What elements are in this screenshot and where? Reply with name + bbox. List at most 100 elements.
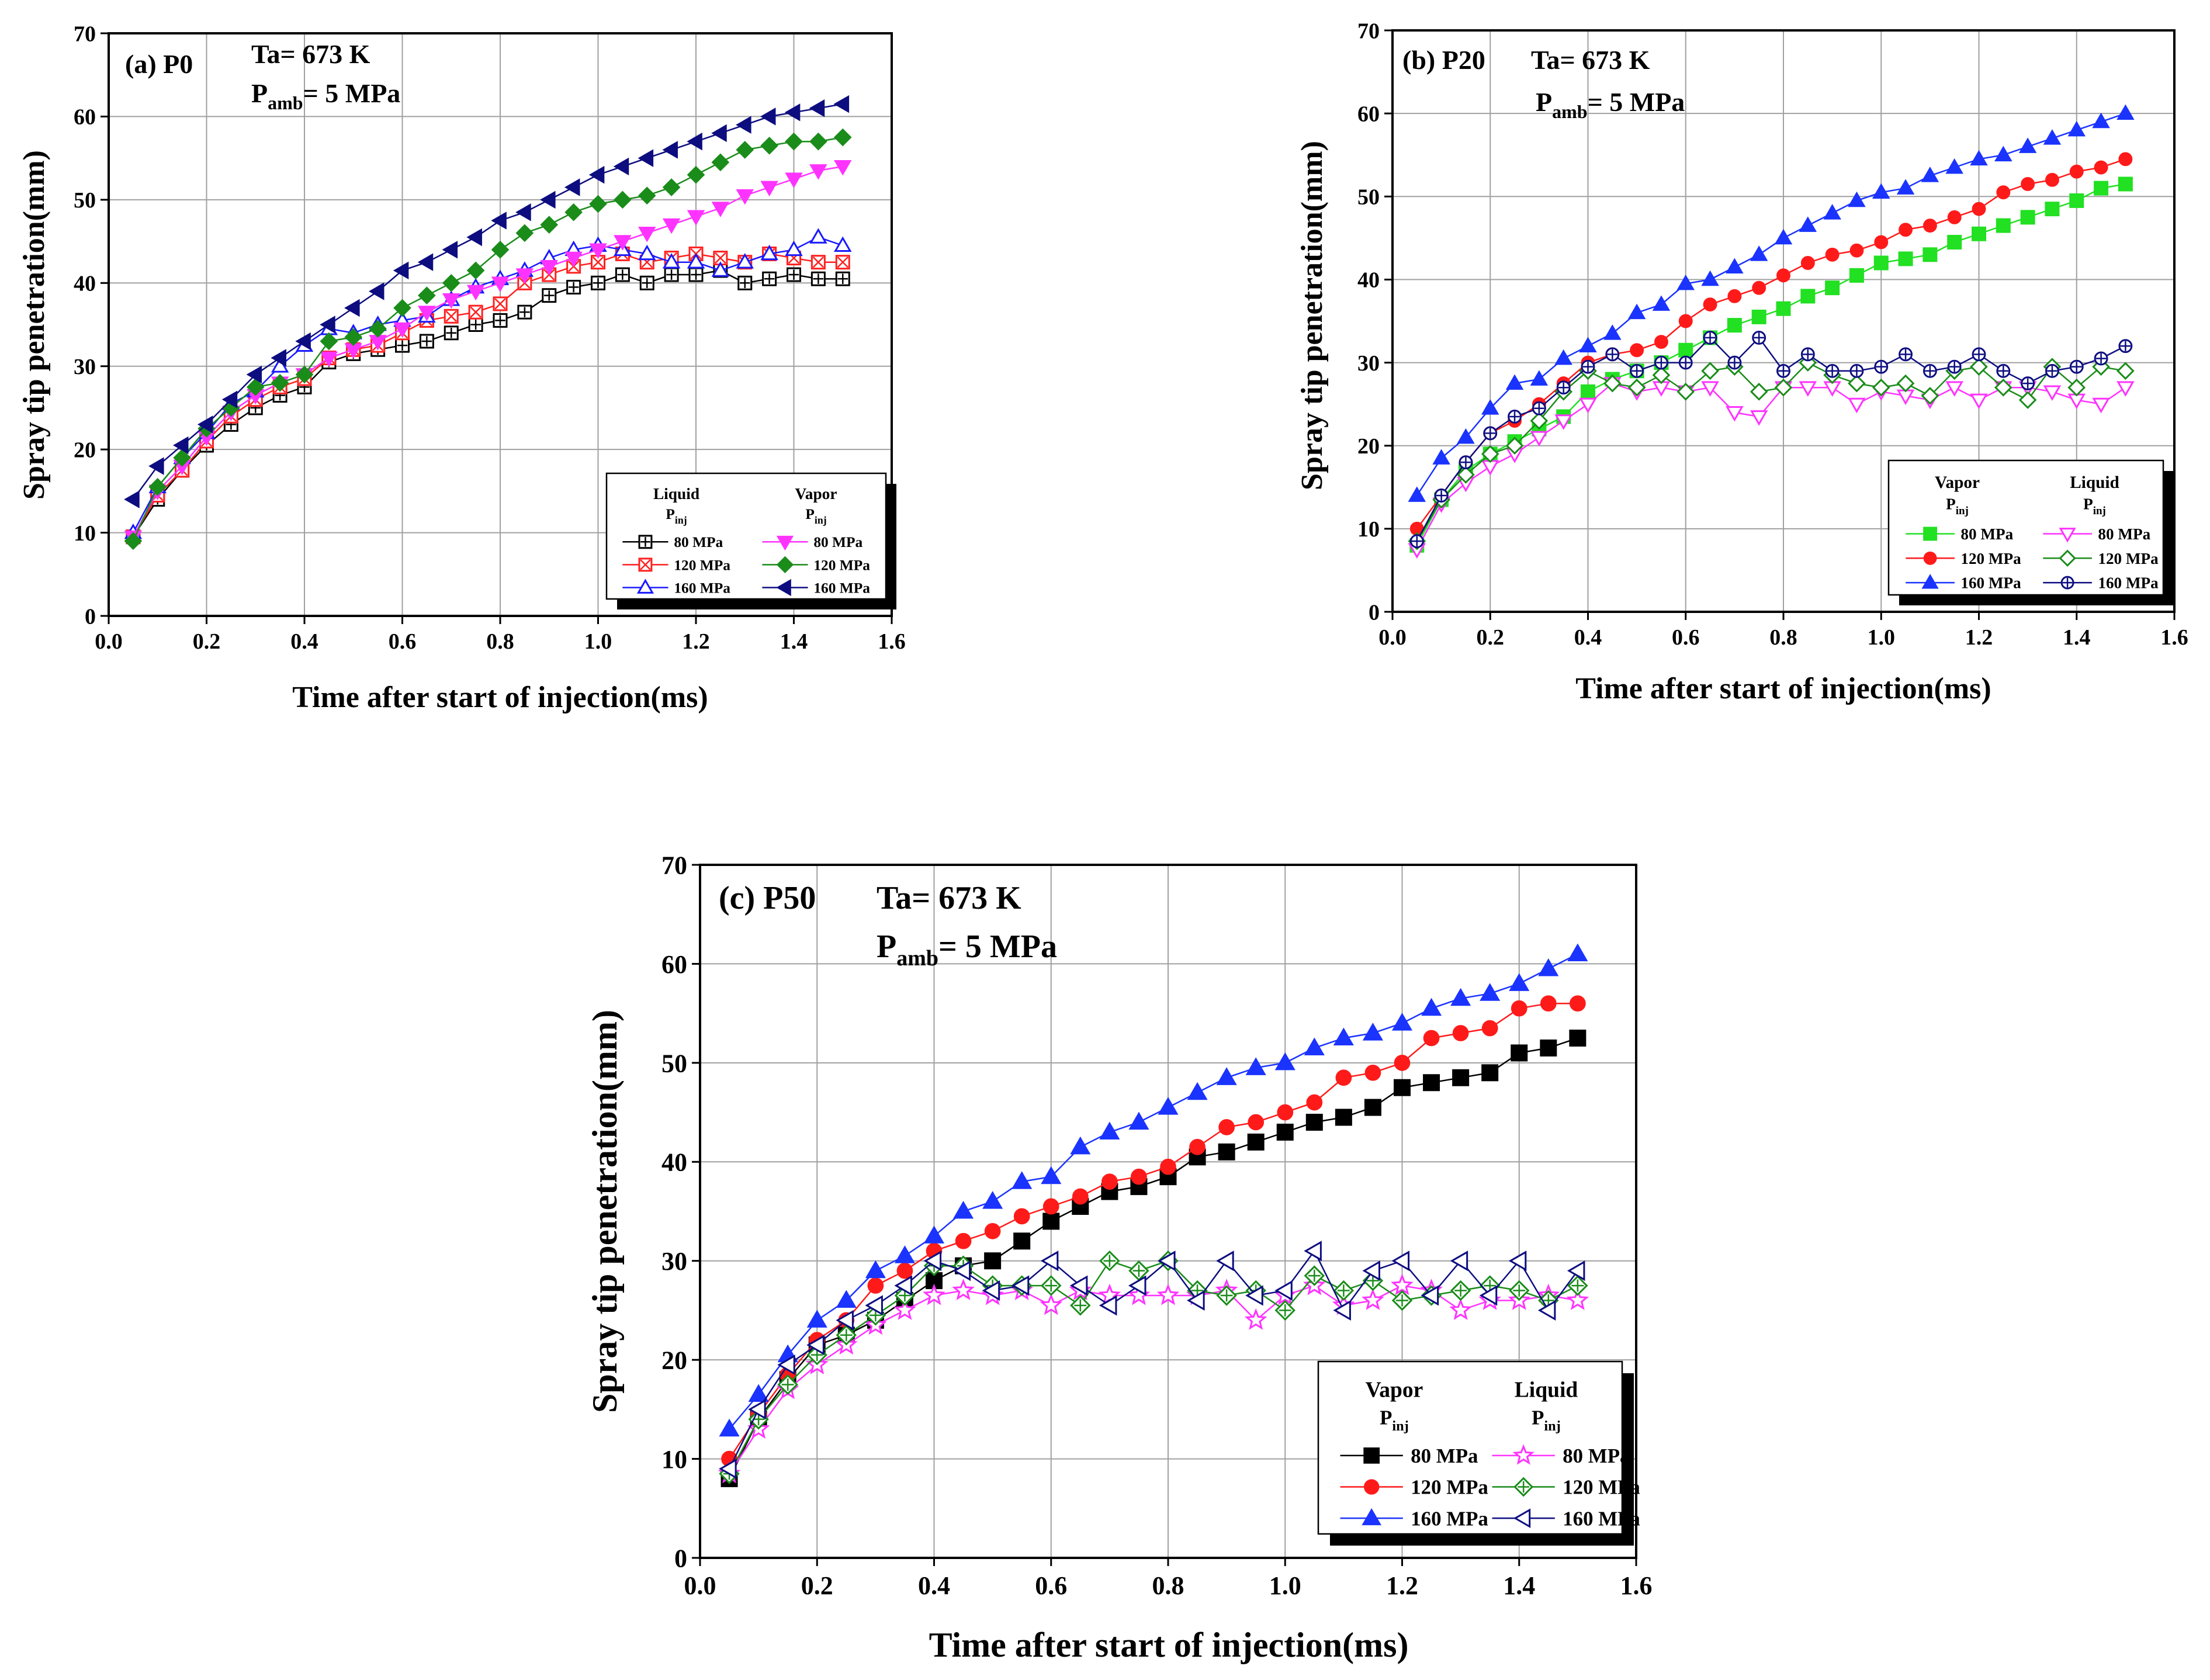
panel-b-series-liquid-160-mpa-point bbox=[1605, 347, 1620, 362]
panel-b-series-liquid-80-mpa-point bbox=[1799, 381, 1817, 397]
panel-a-series-vapor-120-mpa-point bbox=[638, 186, 656, 205]
panel-a-series-liquid-80-mpa-point bbox=[542, 288, 557, 303]
panel-c-x-tick-label: 0.0 bbox=[684, 1571, 716, 1600]
panel-b-series-vapor-80-mpa-point bbox=[2069, 193, 2084, 208]
panel-b-legend-group-title: Liquid bbox=[2070, 473, 2119, 492]
panel-c-series-vapor-160-mpa-point bbox=[719, 1418, 740, 1437]
panel-c-series-liquid-120-mpa-point bbox=[1304, 1265, 1325, 1286]
panel-c-x-tick-label: 1.2 bbox=[1386, 1571, 1418, 1600]
panel-b-series-vapor-160-mpa-point bbox=[1676, 274, 1695, 290]
panel-a-series-vapor-160-mpa-point bbox=[809, 99, 825, 117]
panel-c-legend-group-title: Vapor bbox=[1366, 1378, 1423, 1402]
panel-a-series-vapor-160-mpa-point bbox=[148, 457, 164, 475]
panel-b-y-tick-label: 60 bbox=[1357, 102, 1380, 126]
panel-a-series-vapor-80-mpa-point bbox=[393, 322, 411, 338]
panel-c-y-axis-title: Spray tip penetration(mm) bbox=[586, 1010, 624, 1413]
panel-b-series-liquid-160-mpa-point bbox=[1508, 410, 1522, 424]
panel-b-legend-entry: 120 MPa bbox=[1906, 550, 2021, 567]
panel-a-series-vapor-80-mpa-point bbox=[466, 285, 485, 301]
panel-c-series-vapor-120-mpa-point bbox=[1511, 1000, 1527, 1017]
panel-b-series-vapor-160-mpa-point bbox=[2018, 137, 2037, 153]
panel-c-series-vapor-120-mpa-point bbox=[1306, 1094, 1323, 1111]
panel-b-series-liquid-160-mpa-point bbox=[1459, 455, 1473, 470]
panel-b-x-tick-label: 0.2 bbox=[1477, 625, 1505, 650]
panel-c-series-liquid-160-mpa-point bbox=[1537, 1300, 1556, 1321]
panel-c-series-vapor-80-mpa-point bbox=[1569, 1030, 1587, 1047]
panel-b-series-vapor-160-mpa-point bbox=[1750, 245, 1768, 261]
panel-c-series-liquid-160-mpa-point bbox=[1099, 1295, 1117, 1316]
panel-b-series-liquid-80-mpa-point bbox=[1579, 397, 1597, 414]
panel-a-y-axis-title: Spray tip penetration(mm) bbox=[18, 150, 51, 500]
panel-c-series-vapor-160-mpa-point bbox=[953, 1201, 974, 1219]
panel-c-temperature-annotation: Ta= 673 K bbox=[877, 880, 1021, 916]
panel-b-series-vapor-160-mpa bbox=[1408, 104, 2135, 502]
panel-a-legend-group-title: Vapor bbox=[795, 485, 837, 503]
panel-a-legend-marker bbox=[638, 557, 653, 572]
panel-c-series-liquid-80-mpa-point bbox=[1566, 1288, 1589, 1310]
panel-c-series-liquid-120-mpa-point bbox=[1450, 1280, 1471, 1301]
panel-a-series-vapor-160-mpa-point bbox=[491, 212, 507, 230]
panel-b-series-vapor-80-mpa-point bbox=[1800, 289, 1816, 304]
panel-b-legend-marker bbox=[1923, 551, 1937, 565]
panel-a-series-vapor-160-mpa-point bbox=[221, 390, 238, 408]
panel-a-series-liquid-80-mpa-point bbox=[737, 275, 753, 290]
panel-b-series-liquid-120-mpa-point bbox=[1921, 387, 1939, 405]
panel-b-series-vapor-80-mpa-point bbox=[1727, 318, 1742, 333]
panel-a-series-vapor-160-mpa-line bbox=[132, 103, 843, 500]
panel-c-series-vapor-80-mpa-point bbox=[1218, 1143, 1235, 1161]
panel-c-label: (c) P50 bbox=[719, 880, 816, 916]
panel-b-series-liquid-120-mpa-point bbox=[2067, 378, 2086, 397]
panel-b-legend-entry: 120 MPa bbox=[2043, 549, 2159, 567]
panel-b-series-liquid-160-mpa-point bbox=[1899, 347, 1913, 362]
panel-a-legend-label: 80 MPa bbox=[813, 534, 862, 550]
panel-c-series-liquid-120-mpa-point bbox=[1391, 1290, 1413, 1311]
panel-a-series-vapor-160-mpa-point bbox=[540, 190, 556, 209]
panel-b-legend-entry: 160 MPa bbox=[2043, 574, 2159, 592]
panel-b-series-liquid-80-mpa-point bbox=[1701, 381, 1719, 397]
panel-a-x-ticks: 0.0 0.2 0.4 0.6 0.8 1.0 1.2 1.4 1.6 bbox=[95, 616, 906, 654]
panel-c-series-liquid-80-mpa-point bbox=[1362, 1288, 1384, 1310]
panel-c-series-liquid-160-mpa-point bbox=[1333, 1300, 1351, 1321]
panel-b-series-liquid-160-mpa bbox=[1409, 330, 2133, 549]
panel-c-series-vapor-120-mpa-point bbox=[1101, 1173, 1118, 1190]
panel-b-series-vapor-160-mpa-point bbox=[2067, 120, 2086, 137]
panel-b-series-vapor-160-mpa-point bbox=[1848, 191, 1866, 207]
panel-a-series-vapor-120-mpa-point bbox=[442, 273, 460, 292]
panel-a-series-vapor-120-mpa-point bbox=[173, 449, 191, 467]
panel-a-temperature-annotation: Ta= 673 K bbox=[251, 39, 370, 69]
panel-c-series-liquid-120-mpa-point bbox=[1567, 1275, 1588, 1296]
panel-c-series-vapor-160-mpa-point bbox=[1333, 1027, 1354, 1046]
panel-b-y-tick-label: 0 bbox=[1369, 600, 1380, 625]
panel-b-series-vapor-80-mpa-point bbox=[1996, 218, 2011, 233]
panel-a-series-liquid-80-mpa-point bbox=[517, 304, 532, 320]
panel-b-series-vapor-80-mpa-point bbox=[1947, 234, 1962, 250]
panel-b-series-vapor-120-mpa-point bbox=[1899, 223, 1913, 237]
panel-c-series-vapor-80-mpa-point bbox=[1335, 1109, 1352, 1126]
panel-a-series-vapor-160-mpa-point bbox=[320, 316, 335, 334]
panel-b-legend-group-pinj: Pinj bbox=[2083, 496, 2106, 517]
panel-a-x-tick-label: 1.4 bbox=[780, 629, 808, 654]
panel-a-series-vapor-160-mpa-point bbox=[295, 332, 311, 351]
panel-a-series-vapor-80-mpa-point bbox=[515, 268, 534, 284]
panel-b-series-vapor-120-mpa-point bbox=[2069, 164, 2084, 179]
panel-b-y-tick-label: 70 bbox=[1357, 19, 1380, 43]
panel-c-series-vapor-120-mpa-point bbox=[1570, 995, 1586, 1012]
panel-a-y-tick-label: 0 bbox=[85, 604, 96, 629]
panel-b-series-liquid-120-mpa-point bbox=[1652, 366, 1671, 385]
panel-c-legend-label: 80 MPa bbox=[1563, 1445, 1630, 1467]
panel-a-series bbox=[124, 95, 852, 550]
panel-a-chart: 0.0 0.2 0.4 0.6 0.8 1.0 1.2 1.4 1.6 0 10 20 30 40 50 6… bbox=[18, 22, 906, 714]
panel-a-series-liquid-120-mpa-point bbox=[493, 296, 508, 311]
panel-b-legend: Vapor Pinj 80 MPa 120 MPa 160 MPa Liquid Pinj 8… bbox=[1887, 459, 2174, 605]
panel-c-series-vapor-160-mpa-point bbox=[1216, 1067, 1237, 1085]
panel-c-legend-group-title: Liquid bbox=[1515, 1378, 1578, 1402]
panel-a-series-vapor-160-mpa-point bbox=[662, 141, 678, 159]
panel-b-series-vapor-120-mpa bbox=[1409, 152, 2133, 536]
panel-b-series-liquid-120-mpa-point bbox=[1530, 411, 1549, 430]
panel-c-series-vapor-120-mpa-point bbox=[1042, 1198, 1059, 1215]
panel-a-series-vapor-80-mpa-point bbox=[418, 306, 436, 321]
panel-c-series-vapor-80-mpa-point bbox=[1423, 1074, 1440, 1092]
panel-c-y-tick-label: 60 bbox=[661, 950, 687, 979]
panel-a-series-vapor-120-mpa-point bbox=[466, 261, 485, 280]
panel-c-x-axis-title: Time after start of injection(ms) bbox=[929, 1626, 1409, 1664]
